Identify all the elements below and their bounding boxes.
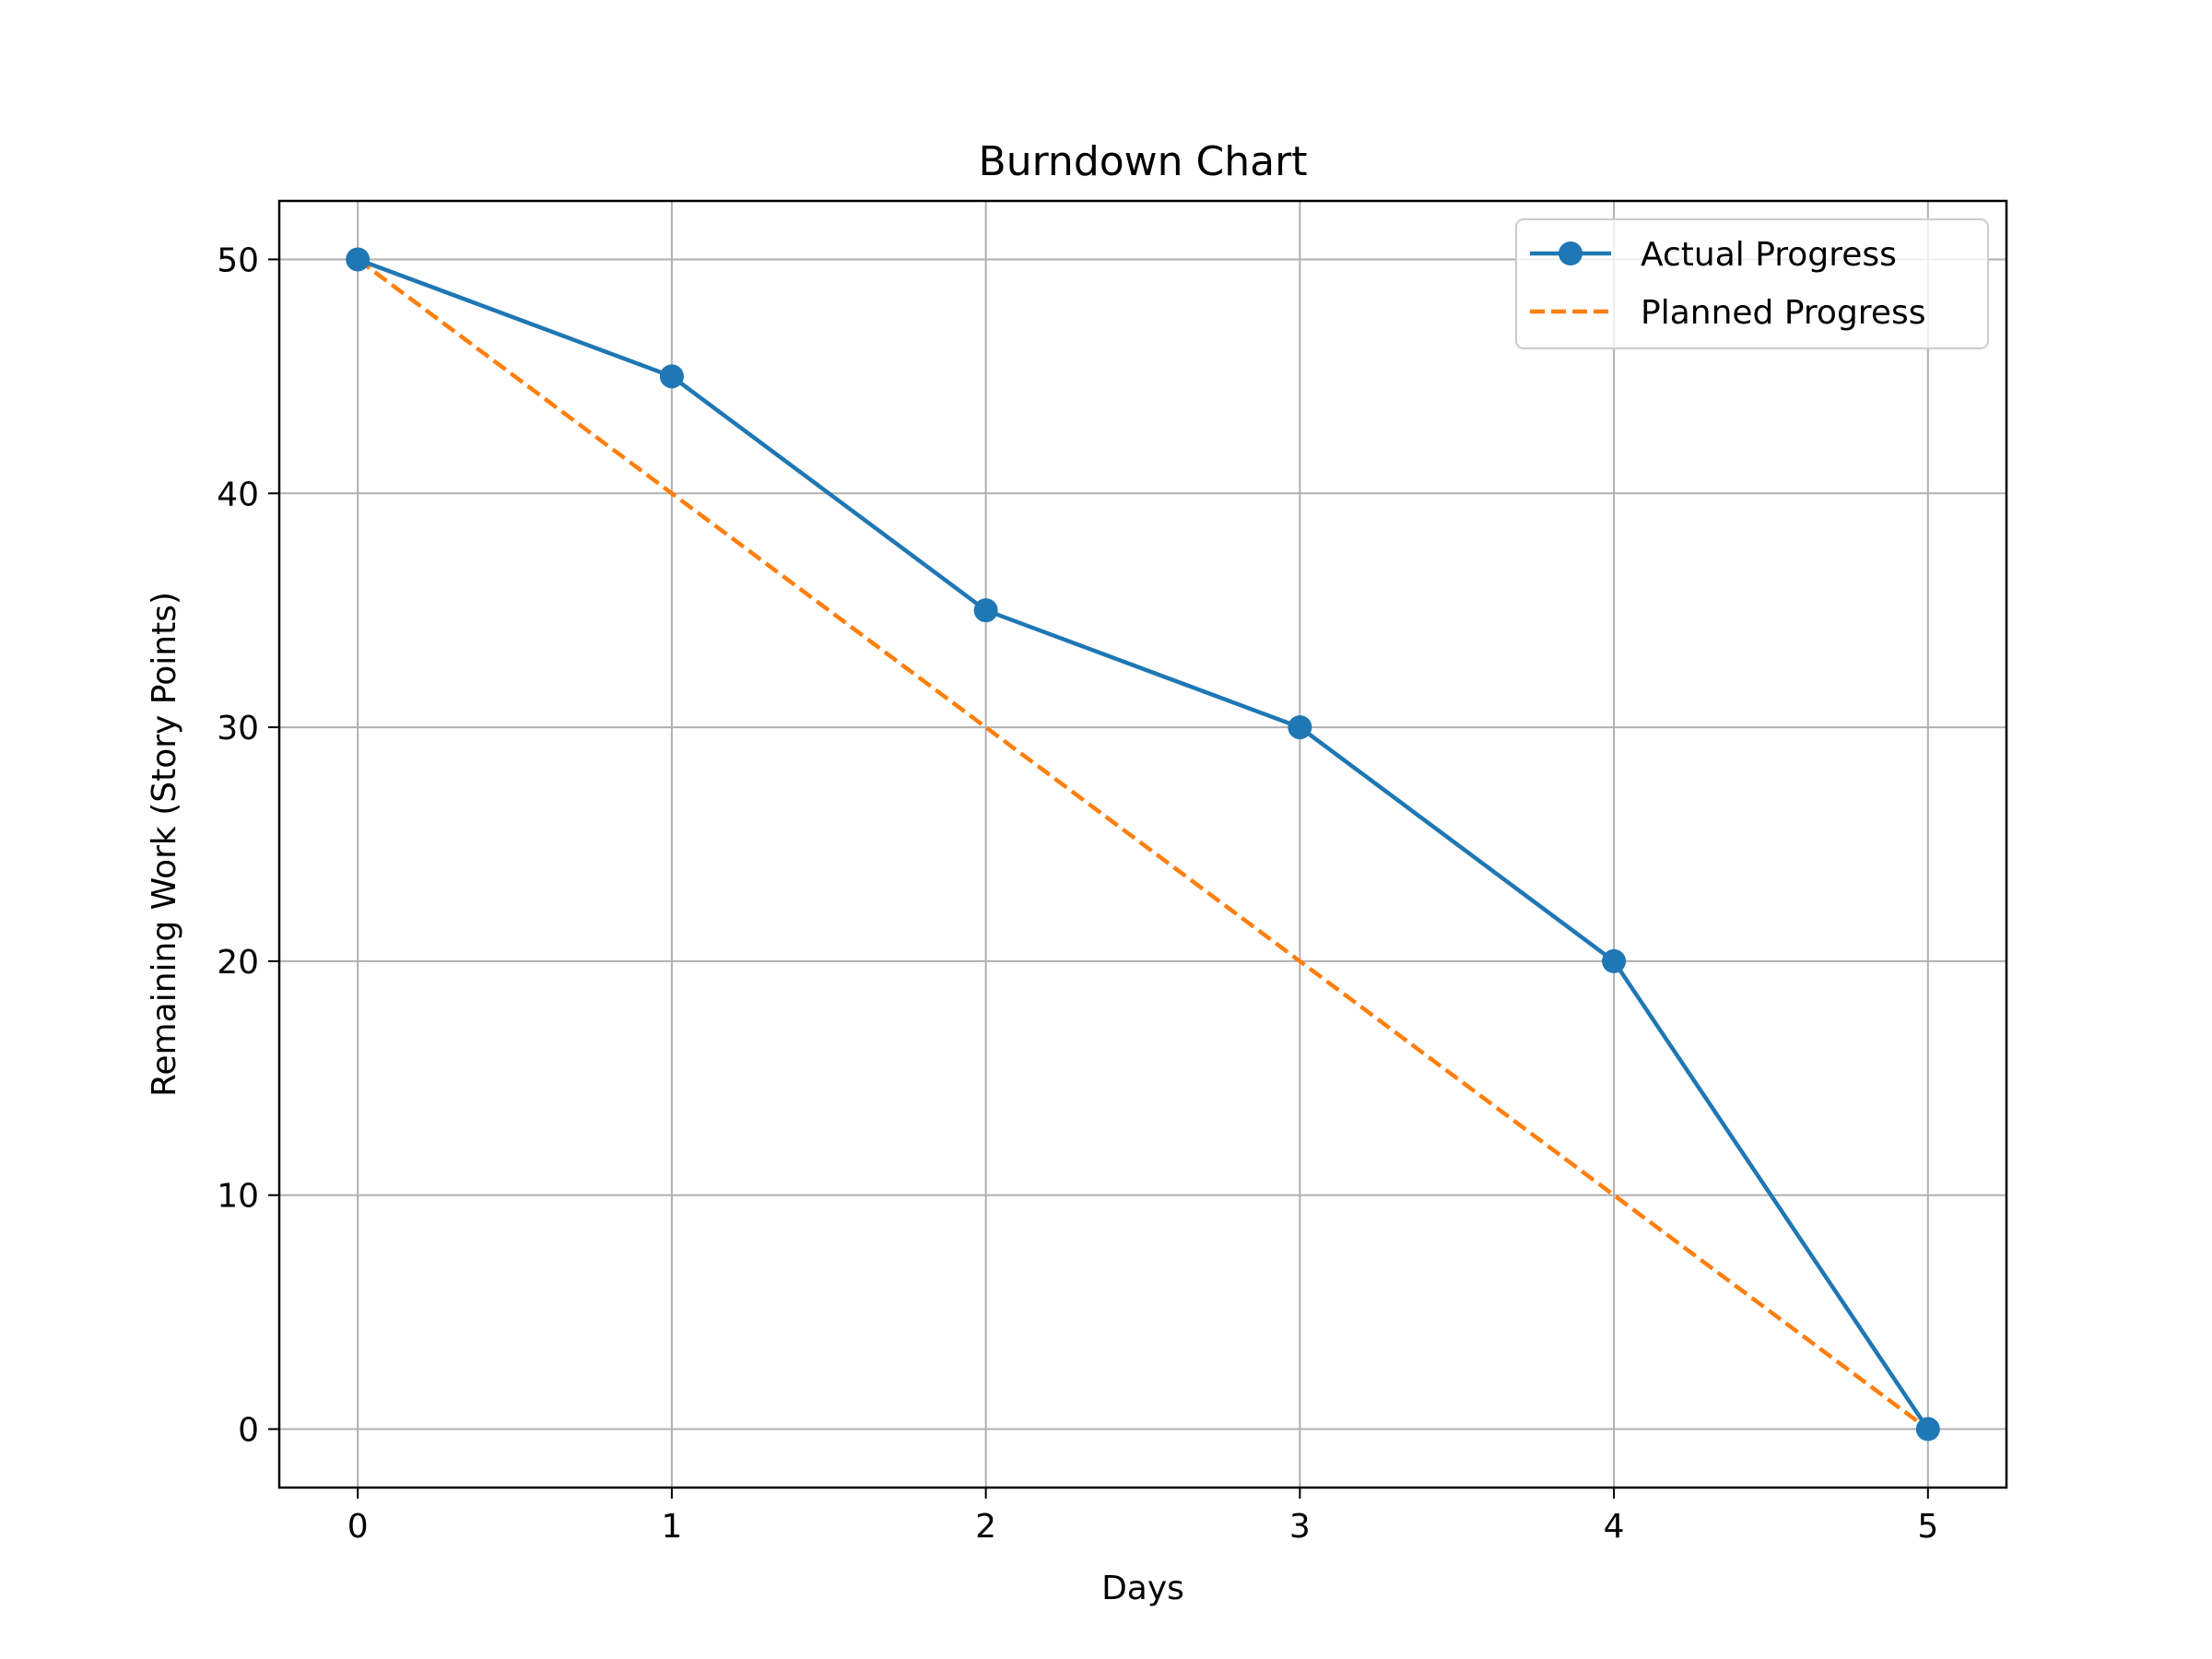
x-tick-label: 2 xyxy=(975,1508,996,1546)
legend: Actual Progress Planned Progress xyxy=(1515,218,1989,349)
x-tick-label: 3 xyxy=(1289,1508,1311,1546)
legend-box xyxy=(1515,218,1989,349)
planned-progress-line xyxy=(356,257,1930,1431)
actual-progress-point xyxy=(1915,1417,1940,1441)
chart-title: Burndown Chart xyxy=(979,138,1308,185)
legend-marker-actual xyxy=(1559,241,1583,265)
actual-progress-point xyxy=(1288,715,1312,740)
x-tick-label: 0 xyxy=(347,1508,369,1546)
actual-progress-point xyxy=(973,598,998,623)
x-tick-label: 4 xyxy=(1604,1508,1625,1546)
actual-progress-point xyxy=(346,247,371,272)
y-tick-label: 40 xyxy=(217,476,259,513)
y-tick-label: 0 xyxy=(238,1412,259,1450)
x-tick-label: 1 xyxy=(661,1508,682,1546)
legend-label-planned: Planned Progress xyxy=(1641,294,1925,332)
x-tick-label: 5 xyxy=(1917,1508,1938,1546)
plot-frame xyxy=(277,199,2008,1489)
y-tick-label: 20 xyxy=(217,944,259,982)
legend-label-actual: Actual Progress xyxy=(1641,236,1897,274)
y-tick-label: 50 xyxy=(217,241,259,279)
grid-lines xyxy=(279,201,2006,1488)
y-tick-label: 10 xyxy=(217,1178,259,1216)
y-tick-label: 30 xyxy=(217,710,259,747)
actual-progress-point xyxy=(659,364,684,389)
x-axis-label: Days xyxy=(1101,1570,1184,1607)
actual-progress-line xyxy=(357,257,1930,1430)
y-axis-label: Remaining Work (Story Points) xyxy=(146,592,183,1097)
actual-progress-point xyxy=(1602,948,1627,973)
plot-series xyxy=(346,247,1940,1441)
